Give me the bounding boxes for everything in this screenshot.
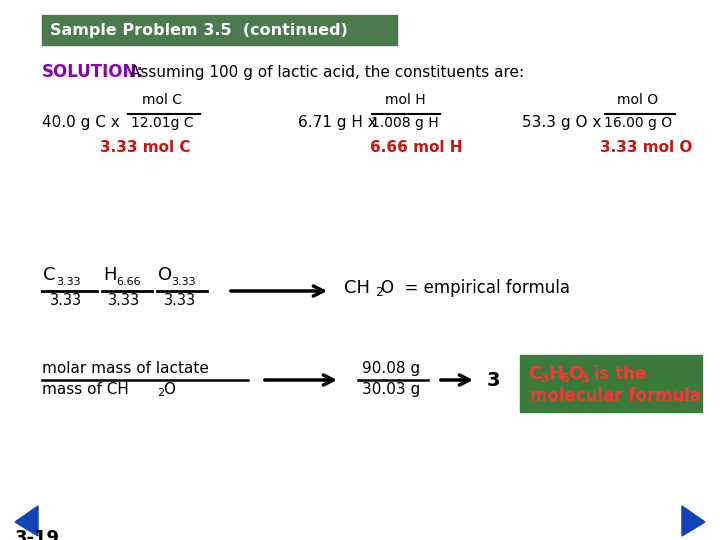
Text: 6: 6: [560, 372, 569, 384]
Text: molecular formula: molecular formula: [530, 387, 701, 405]
Text: C: C: [43, 266, 55, 284]
Text: 2: 2: [157, 388, 164, 398]
Text: SOLUTION:: SOLUTION:: [42, 63, 144, 81]
Text: 3.33: 3.33: [171, 277, 196, 287]
Text: 6.66 mol H: 6.66 mol H: [370, 140, 462, 156]
Text: H: H: [103, 266, 117, 284]
Text: 6.66: 6.66: [116, 277, 140, 287]
Text: 3.33 mol C: 3.33 mol C: [100, 140, 191, 156]
Text: mass of CH: mass of CH: [42, 382, 129, 397]
Text: 3.33: 3.33: [56, 277, 81, 287]
Polygon shape: [15, 506, 38, 536]
Text: 12.01g C: 12.01g C: [131, 116, 193, 130]
Text: 3: 3: [487, 370, 500, 389]
FancyBboxPatch shape: [42, 15, 397, 45]
Text: 40.0 g C x: 40.0 g C x: [42, 114, 120, 130]
Polygon shape: [682, 506, 705, 536]
Text: 16.00 g O: 16.00 g O: [604, 116, 672, 130]
Text: CH: CH: [344, 279, 370, 297]
Text: 3.33 mol O: 3.33 mol O: [600, 140, 693, 156]
Text: 90.08 g: 90.08 g: [362, 361, 420, 376]
Text: 53.3 g O x: 53.3 g O x: [522, 114, 601, 130]
Text: 3.33: 3.33: [164, 293, 196, 308]
Text: 3-19: 3-19: [15, 529, 60, 540]
Text: 3.33: 3.33: [108, 293, 140, 308]
Text: 3.33: 3.33: [50, 293, 82, 308]
Text: 30.03 g: 30.03 g: [362, 382, 420, 397]
Text: 1.008 g H: 1.008 g H: [372, 116, 438, 130]
FancyBboxPatch shape: [520, 355, 702, 412]
Text: mol H: mol H: [384, 93, 426, 107]
Text: O: O: [163, 382, 175, 397]
Text: O  = empirical formula: O = empirical formula: [381, 279, 570, 297]
Text: 6.71 g H x: 6.71 g H x: [298, 114, 377, 130]
Text: 3: 3: [540, 372, 549, 384]
Text: Assuming 100 g of lactic acid, the constituents are:: Assuming 100 g of lactic acid, the const…: [130, 64, 524, 79]
Text: mol C: mol C: [142, 93, 182, 107]
Text: H: H: [548, 365, 563, 383]
Text: C: C: [528, 365, 541, 383]
Text: 3: 3: [580, 372, 589, 384]
Text: 2: 2: [375, 287, 383, 300]
Text: mol O: mol O: [618, 93, 659, 107]
Text: molar mass of lactate: molar mass of lactate: [42, 361, 209, 376]
Text: O: O: [568, 365, 583, 383]
Text: is the: is the: [588, 365, 646, 383]
Text: O: O: [158, 266, 172, 284]
Text: Sample Problem 3.5  (continued): Sample Problem 3.5 (continued): [50, 24, 348, 38]
